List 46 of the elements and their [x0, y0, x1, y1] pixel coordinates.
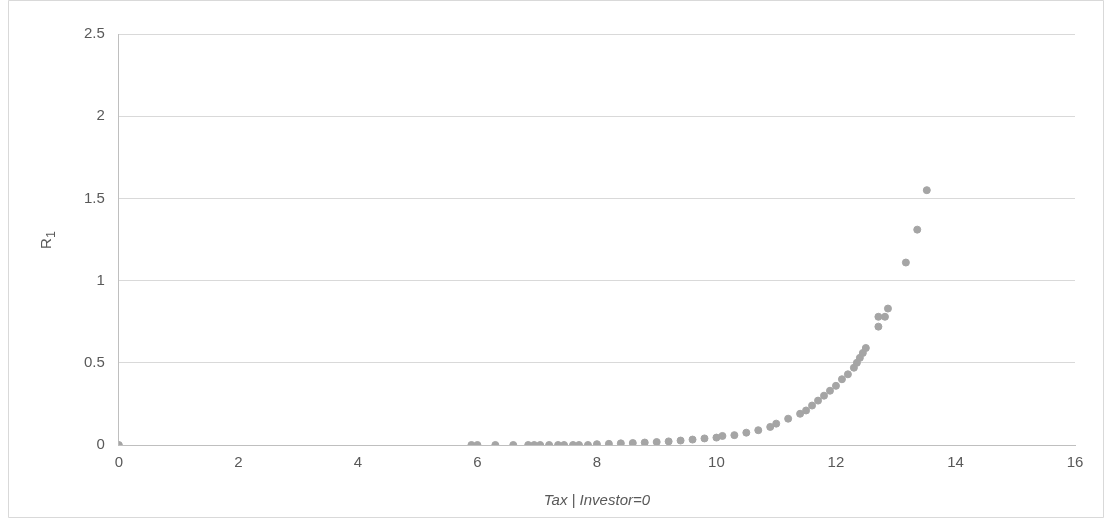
point	[766, 422, 775, 431]
point	[640, 438, 649, 445]
point	[676, 436, 685, 445]
point	[861, 344, 870, 352]
x-tick-label: 10	[708, 453, 725, 471]
point	[808, 401, 817, 410]
y-tick-label: 2	[96, 106, 105, 124]
point	[825, 386, 834, 395]
point	[652, 438, 661, 445]
point	[802, 406, 811, 415]
x-tick-label: 16	[1066, 453, 1084, 471]
point	[718, 431, 727, 440]
point	[820, 391, 829, 400]
point	[784, 414, 793, 423]
point	[664, 437, 673, 445]
x-tick-label: 14	[947, 453, 964, 471]
point	[688, 435, 697, 444]
point	[814, 396, 823, 405]
point	[831, 381, 840, 390]
point	[742, 428, 751, 437]
point	[796, 409, 805, 418]
point	[913, 225, 922, 234]
y-tick-label: 0.5	[83, 352, 105, 370]
x-tick-label: 0	[114, 453, 124, 471]
y-tick-label: 0	[96, 435, 105, 453]
point	[730, 431, 739, 440]
point	[880, 312, 889, 321]
x-axis-title: Tax | Investor=0	[542, 491, 652, 508]
point	[754, 426, 763, 435]
point	[874, 312, 883, 321]
point	[883, 304, 892, 313]
point	[922, 186, 931, 195]
y-tick-label: 2.5	[83, 24, 105, 42]
x-tick-label: 8	[592, 453, 602, 471]
y-tick-label: 1	[96, 270, 105, 288]
point	[874, 322, 883, 331]
point	[843, 370, 852, 379]
x-tick-label: 2	[234, 453, 243, 471]
point	[837, 375, 846, 384]
point	[700, 434, 709, 443]
x-tick-label: 4	[353, 453, 363, 471]
point	[901, 258, 910, 267]
y-tick-label: 1.5	[83, 188, 105, 206]
point	[772, 419, 781, 428]
x-tick-label: 12	[827, 453, 845, 471]
x-tick-label: 6	[473, 453, 482, 471]
